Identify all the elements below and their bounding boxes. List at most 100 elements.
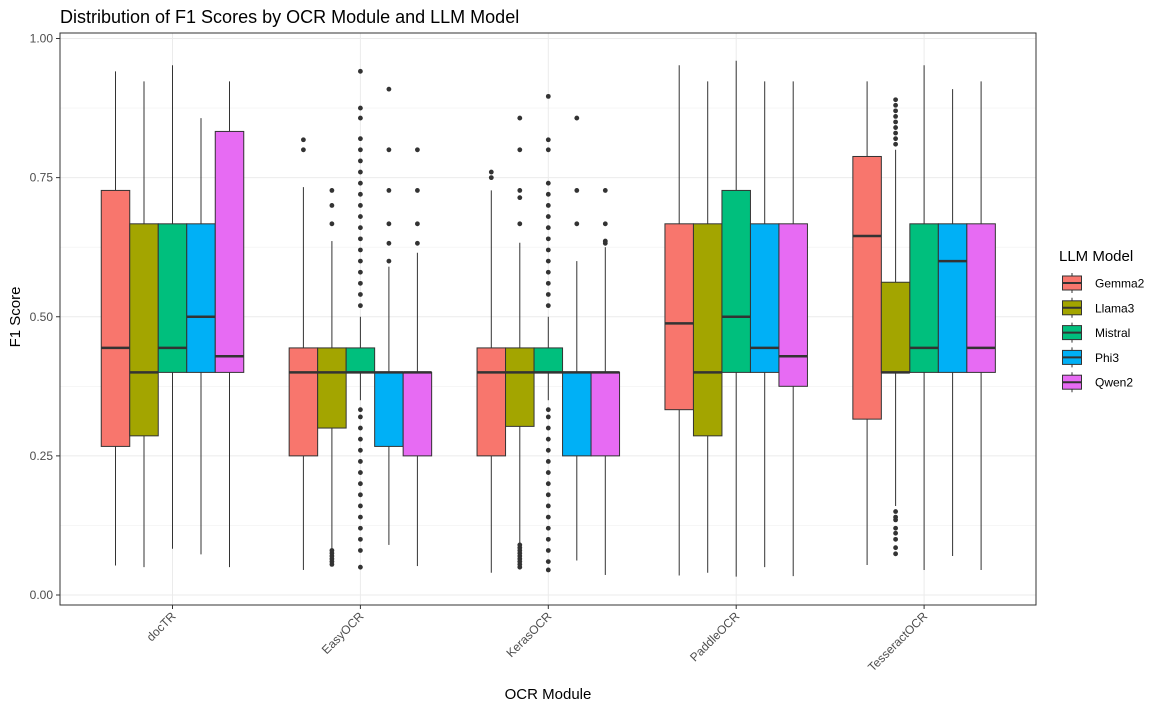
legend-label: Phi3 xyxy=(1095,351,1119,365)
outlier-point xyxy=(893,136,898,142)
outlier-point xyxy=(893,108,898,114)
outlier-point xyxy=(358,225,363,231)
outlier-point xyxy=(893,97,898,103)
outlier-point xyxy=(358,136,363,142)
y-tick-label: 0.50 xyxy=(30,310,54,324)
box-body xyxy=(533,347,564,373)
outlier-point xyxy=(358,548,363,553)
outlier-point xyxy=(488,175,494,181)
outlier-point xyxy=(358,247,363,253)
outlier-point xyxy=(415,240,420,246)
legend-label: Qwen2 xyxy=(1095,376,1133,390)
box-body xyxy=(909,223,939,373)
outlier-point xyxy=(893,102,898,108)
outlier-point xyxy=(358,236,363,242)
outlier-point xyxy=(545,503,551,509)
box-body xyxy=(721,189,751,373)
outlier-point xyxy=(358,564,363,570)
outlier-point xyxy=(517,542,523,548)
outlier-point xyxy=(545,269,551,275)
box-qwen2-doctr xyxy=(214,81,245,568)
outlier-point xyxy=(358,169,363,175)
box-mistral-kerasocr xyxy=(533,93,564,573)
outlier-point xyxy=(545,214,551,219)
box-qwen2-paddleocr xyxy=(778,81,808,577)
outlier-point xyxy=(358,436,363,442)
outlier-point xyxy=(415,188,420,193)
outlier-point xyxy=(545,407,551,413)
outlier-point xyxy=(358,492,363,498)
legend: LLM Model Gemma2 Llama3 Mistral Phi3 Qwen2 xyxy=(1059,248,1145,394)
outlier-point xyxy=(517,188,523,193)
outlier-point xyxy=(545,236,551,242)
outlier-point xyxy=(358,407,363,413)
outlier-point xyxy=(517,221,523,227)
box-body xyxy=(852,155,882,420)
box-gemma2-doctr xyxy=(100,71,131,566)
box-qwen2-tesseractocr xyxy=(966,81,996,570)
box-llama3-doctr xyxy=(129,81,159,568)
y-tick-label: 1.00 xyxy=(30,32,54,46)
outlier-point xyxy=(545,137,551,143)
outlier-point xyxy=(517,195,523,201)
outlier-point xyxy=(329,221,335,227)
box-qwen2-easyocr xyxy=(402,147,433,567)
outlier-point xyxy=(545,180,551,186)
outlier-point xyxy=(545,93,551,99)
x-tick-label: PaddleOCR xyxy=(687,609,742,664)
outlier-point xyxy=(545,548,551,553)
outlier-point xyxy=(545,258,551,264)
outlier-point xyxy=(893,130,898,136)
box-phi3-paddleocr xyxy=(749,81,780,568)
outlier-point xyxy=(386,86,392,92)
outlier-point xyxy=(602,238,608,244)
box-body xyxy=(505,347,535,427)
outlier-point xyxy=(893,536,898,542)
outlier-point xyxy=(358,414,363,420)
outlier-point xyxy=(358,447,363,453)
outlier-point xyxy=(358,536,363,542)
outlier-point xyxy=(358,258,363,264)
outlier-point xyxy=(545,225,551,231)
outlier-point xyxy=(545,459,551,464)
legend-item-gemma2: Gemma2 xyxy=(1061,272,1145,294)
box-body xyxy=(562,371,592,457)
outlier-point xyxy=(488,169,494,175)
outlier-point xyxy=(329,548,335,553)
outlier-point xyxy=(301,137,306,143)
outlier-point xyxy=(386,258,392,264)
outlier-point xyxy=(545,280,551,286)
outlier-point xyxy=(893,119,898,125)
box-body xyxy=(157,223,188,373)
outlier-point xyxy=(545,292,551,297)
box-body xyxy=(692,223,723,437)
outlier-point xyxy=(358,180,363,186)
outlier-point xyxy=(358,214,363,219)
box-gemma2-kerasocr xyxy=(476,169,507,573)
box-mistral-easyocr xyxy=(345,68,376,570)
outlier-point xyxy=(545,203,551,208)
x-axis-title: OCR Module xyxy=(505,686,592,703)
outlier-point xyxy=(386,221,392,227)
box-gemma2-easyocr xyxy=(288,137,319,570)
outlier-point xyxy=(358,514,363,520)
outlier-point xyxy=(545,425,551,431)
y-tick-label: 0.00 xyxy=(30,588,54,602)
legend-title: LLM Model xyxy=(1059,248,1133,265)
y-tick-label: 0.75 xyxy=(30,171,54,185)
legend-item-phi3: Phi3 xyxy=(1061,346,1119,369)
y-tick-label: 0.25 xyxy=(30,449,54,463)
outlier-point xyxy=(358,481,363,487)
outlier-point xyxy=(602,188,608,193)
outlier-point xyxy=(893,141,898,147)
box-llama3-easyocr xyxy=(317,188,347,567)
outlier-point xyxy=(386,188,392,193)
outlier-point xyxy=(893,514,898,520)
outlier-point xyxy=(358,203,363,208)
box-llama3-kerasocr xyxy=(505,115,535,570)
box-body xyxy=(186,223,216,373)
outlier-point xyxy=(574,221,580,227)
boxplots xyxy=(100,60,996,577)
outlier-point xyxy=(893,114,898,119)
legend-label: Llama3 xyxy=(1095,301,1135,315)
